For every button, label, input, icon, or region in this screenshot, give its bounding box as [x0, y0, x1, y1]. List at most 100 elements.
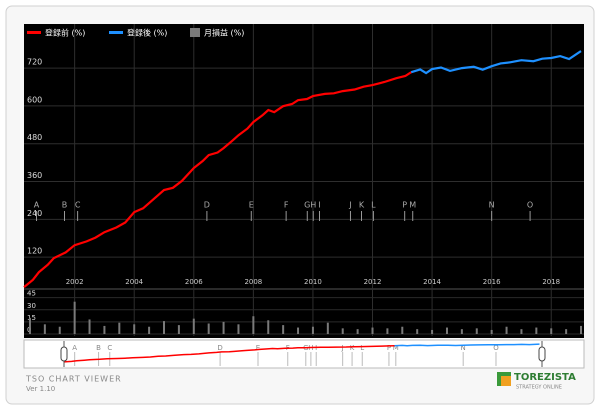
nav-handle[interactable] — [60, 346, 68, 362]
plot-background — [24, 24, 584, 338]
nav-handle[interactable] — [538, 346, 546, 362]
monthly-bar — [386, 328, 389, 334]
monthly-bar — [207, 323, 210, 334]
y-tick-label: 360 — [27, 171, 42, 180]
y-tick-label: 15 — [27, 314, 36, 322]
monthly-bar — [252, 316, 255, 334]
monthly-bar — [326, 322, 329, 334]
equity-line — [410, 50, 582, 75]
monthly-bar — [133, 324, 136, 334]
monthly-bar — [356, 329, 359, 334]
monthly-bar — [416, 329, 419, 334]
y-tick-label: 30 — [27, 302, 36, 310]
nav-event-label: B — [96, 344, 101, 352]
nav-line — [63, 344, 395, 363]
x-tick-label: 2012 — [364, 278, 382, 286]
monthly-bar — [237, 324, 240, 334]
event-label: A — [34, 201, 40, 210]
monthly-bar — [311, 326, 314, 334]
viewer-version: Ver 1.10 — [26, 385, 55, 393]
monthly-bar — [103, 325, 106, 334]
monthly-bar — [28, 317, 31, 334]
x-tick-label: 2014 — [423, 278, 441, 286]
x-tick-label: 2010 — [304, 278, 322, 286]
monthly-bar — [88, 319, 91, 334]
nav-event-label: J — [341, 344, 344, 352]
nav-event-label: N — [461, 344, 466, 352]
event-label: L — [371, 201, 376, 210]
monthly-bar — [177, 325, 180, 334]
monthly-bar — [118, 322, 121, 334]
x-tick-label: 2006 — [185, 278, 203, 286]
monthly-bar — [445, 327, 448, 334]
legend-label: 登録前 (%) — [45, 28, 85, 38]
monthly-bar — [520, 329, 523, 334]
x-tick-label: 2004 — [125, 278, 143, 286]
monthly-bar — [43, 324, 46, 334]
event-label: B — [62, 201, 68, 210]
event-label: E — [249, 201, 254, 210]
y-tick-label: 120 — [27, 247, 42, 256]
logo-sub: STRATEGY ONLINE — [516, 385, 562, 391]
nav-event-label: D — [217, 344, 222, 352]
event-label: G — [304, 201, 310, 210]
legend-label: 月損益 (%) — [204, 28, 244, 38]
x-tick-label: 2002 — [66, 278, 84, 286]
x-tick-label: 2016 — [483, 278, 501, 286]
monthly-bar — [475, 328, 478, 334]
event-label: O — [527, 201, 533, 210]
monthly-bar — [148, 326, 151, 334]
legend-label: 登録後 (%) — [127, 28, 167, 38]
monthly-bar — [535, 327, 538, 334]
nav-line — [394, 343, 540, 347]
monthly-bar — [550, 328, 553, 334]
event-label: J — [348, 201, 351, 210]
monthly-bar — [58, 326, 61, 334]
monthly-bar — [565, 329, 568, 334]
y-tick-label: 720 — [27, 58, 42, 67]
monthly-bar — [73, 301, 76, 334]
nav-event-label: A — [72, 344, 77, 352]
monthly-bar — [163, 321, 165, 334]
logo-icon — [501, 376, 511, 386]
event-label: F — [284, 201, 289, 210]
event-label: C — [75, 201, 81, 210]
monthly-bar — [297, 327, 300, 334]
legend-swatch — [27, 31, 41, 34]
monthly-bar — [505, 326, 508, 334]
event-label: H — [310, 201, 316, 210]
monthly-bar — [460, 329, 463, 334]
event-label: K — [359, 201, 365, 210]
monthly-bar — [282, 325, 285, 334]
event-label: N — [489, 201, 495, 210]
x-tick-label: 2008 — [244, 278, 262, 286]
nav-event-label: C — [107, 344, 112, 352]
viewer-title: TSO CHART VIEWER — [25, 375, 122, 384]
nav-event-label: E — [256, 344, 260, 352]
monthly-bar — [371, 327, 374, 334]
nav-event-label: K — [350, 344, 355, 352]
y-tick-label: 45 — [27, 290, 36, 298]
monthly-bar — [401, 326, 404, 334]
nav-event-label: O — [493, 344, 499, 352]
monthly-bar — [341, 328, 344, 334]
y-tick-label: 480 — [27, 133, 42, 142]
nav-event-label: P — [387, 344, 391, 352]
monthly-bar — [490, 329, 493, 334]
nav-event-label: M — [393, 344, 399, 352]
nav-event-label: L — [360, 344, 364, 352]
legend-swatch — [190, 28, 200, 37]
event-label: M — [409, 201, 416, 210]
equity-line — [23, 71, 412, 288]
monthly-bar — [580, 325, 583, 334]
monthly-bar — [192, 318, 195, 334]
monthly-bar — [222, 321, 225, 334]
legend-swatch — [109, 31, 123, 34]
event-label: I — [318, 201, 320, 210]
logo: TOREZISTA — [514, 372, 576, 383]
y-tick-label: 240 — [27, 209, 42, 218]
monthly-bar — [267, 320, 270, 334]
event-label: P — [402, 201, 407, 210]
y-tick-label: 600 — [27, 95, 42, 104]
